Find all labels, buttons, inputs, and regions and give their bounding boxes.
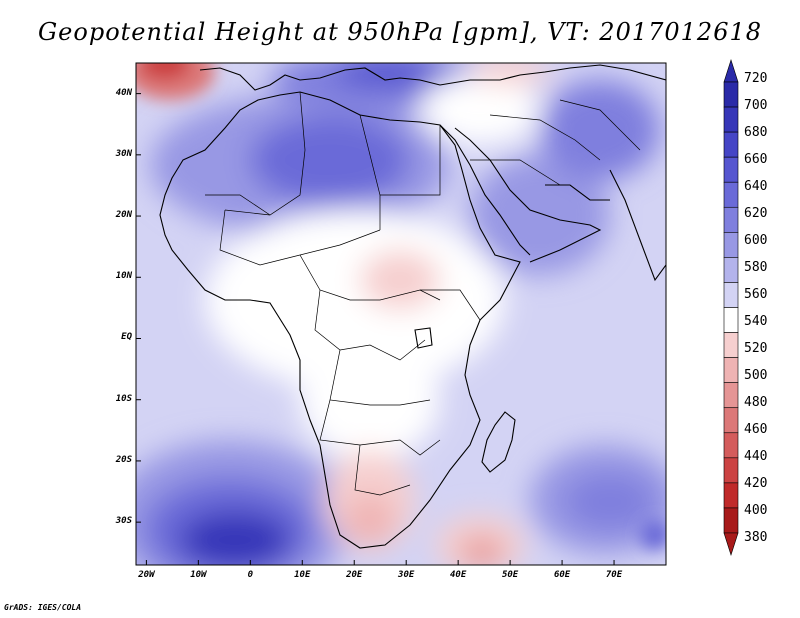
- colorbar-segment: [723, 156, 739, 183]
- lon-label: 20W: [138, 570, 155, 580]
- red-sea-coast: [439, 124, 531, 256]
- colorbar-label: 520: [744, 341, 768, 356]
- colorbar-bottom-arrow: [723, 532, 739, 556]
- colorbar-label: 600: [744, 233, 768, 248]
- plot-frame: [135, 62, 667, 566]
- colorbar-label: 580: [744, 260, 768, 275]
- colorbar-label: 700: [744, 98, 768, 113]
- colorbar-label: 560: [744, 287, 768, 302]
- colorbar-segment: [723, 457, 739, 484]
- lat-ticks: [136, 93, 141, 523]
- colorbar-label: 640: [744, 179, 768, 194]
- lat-label: 40N: [115, 87, 132, 98]
- colorbar-label: 460: [744, 422, 768, 437]
- lat-label: EQ: [121, 332, 132, 343]
- persian-gulf-coast: [545, 184, 610, 201]
- lat-label: 10S: [115, 393, 132, 404]
- colorbar-label: 480: [744, 395, 768, 410]
- colorbar-top-arrow: [723, 59, 739, 83]
- lon-label: 0: [247, 570, 254, 580]
- colorbar-segment: [723, 482, 739, 509]
- grads-credit: GrADS: IGES/COLA: [4, 603, 82, 612]
- colorbar-segment: [723, 81, 739, 108]
- lake-victoria: [414, 327, 433, 349]
- colorbar-label: 680: [744, 125, 768, 140]
- colorbar-segment: [723, 332, 739, 358]
- colorbar-label: 440: [744, 449, 768, 464]
- colorbar-segment: [723, 257, 739, 283]
- shaded-field: [136, 63, 666, 565]
- colorbar-segment: [723, 232, 739, 258]
- colorbar-label: 720: [744, 71, 768, 86]
- colorbar-label: 620: [744, 206, 768, 221]
- lat-label: 10N: [115, 271, 132, 282]
- arabia-coastline: [454, 127, 602, 263]
- colorbar-segment: [723, 432, 739, 459]
- colorbar-label: 500: [744, 368, 768, 383]
- colorbar-segment: [723, 382, 739, 409]
- colorbar-segment: [723, 507, 739, 534]
- lon-label: 20E: [346, 570, 363, 580]
- colorbar-label: 540: [744, 314, 768, 329]
- colorbar-segment: [723, 106, 739, 133]
- country-borders: [205, 91, 641, 496]
- lon-label: 30E: [398, 570, 415, 580]
- colorbar-segment: [723, 357, 739, 383]
- colorbar-segment: [723, 282, 739, 308]
- colorbar-segment: [723, 307, 739, 333]
- lon-ticks: [145, 560, 615, 565]
- colorbar-segment: [723, 181, 739, 208]
- colorbar-segment: [723, 131, 739, 158]
- lat-label: 30N: [115, 148, 132, 159]
- lat-label: 20N: [115, 210, 132, 221]
- lat-label: 30S: [115, 516, 132, 527]
- colorbar-segment: [723, 407, 739, 434]
- lat-label: 20S: [115, 454, 132, 465]
- colorbar-label: 400: [744, 503, 768, 518]
- map-title: Geopotential Height at 950hPa [gpm], VT:…: [38, 18, 762, 46]
- lon-label: 10W: [190, 570, 207, 580]
- colorbar: [723, 59, 739, 556]
- colorbar-label: 660: [744, 152, 768, 167]
- colorbar-segment: [723, 206, 739, 233]
- lon-label: 70E: [605, 570, 623, 580]
- lon-label: 60E: [553, 570, 571, 580]
- field-lows: [136, 63, 666, 550]
- madagascar-coastline: [481, 411, 516, 473]
- lon-label: 10E: [294, 570, 311, 580]
- europe-coastline: [199, 64, 666, 91]
- lon-label: 50E: [501, 570, 519, 580]
- colorbar-label: 420: [744, 476, 768, 491]
- colorbar-label: 380: [744, 530, 768, 545]
- lon-label: 40E: [450, 570, 467, 580]
- india-coastline: [609, 169, 666, 282]
